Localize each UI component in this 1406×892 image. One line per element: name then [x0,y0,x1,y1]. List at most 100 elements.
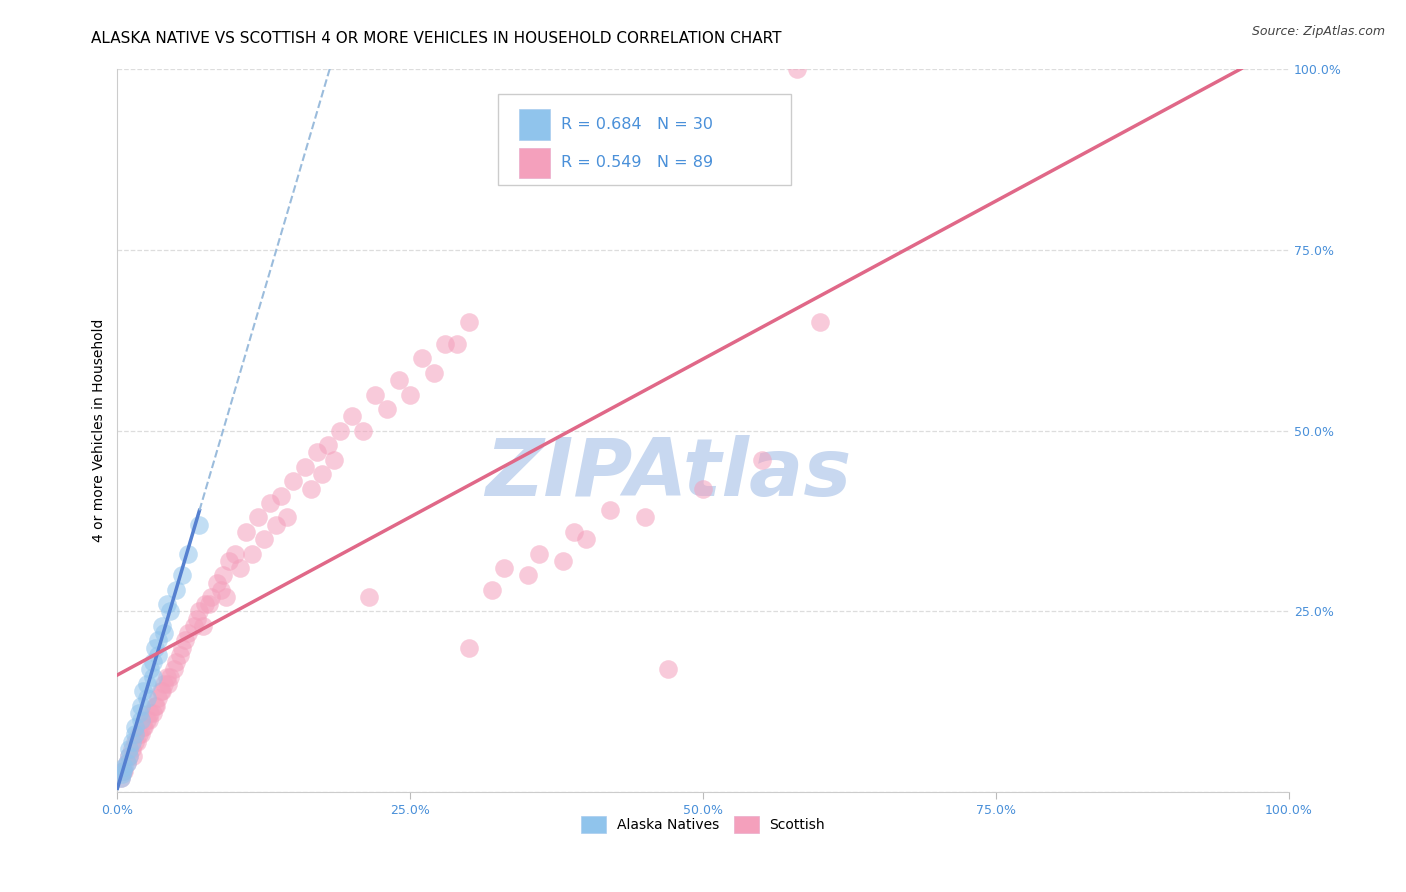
Point [127,734,149,748]
Point [786,62,808,76]
Point [165,582,187,597]
Point [276,510,298,524]
Point [323,452,346,467]
Point [318,438,340,452]
Point [657,662,679,676]
Point [494,561,516,575]
Point [128,706,150,720]
Point [305,445,328,459]
Point [529,547,551,561]
Point [388,373,411,387]
Point [411,351,433,366]
Point [270,489,292,503]
Point [139,706,162,720]
Point [364,387,387,401]
Point [177,626,200,640]
Point [150,684,173,698]
Text: ZIPAtlas: ZIPAtlas [485,435,851,513]
Point [132,720,155,734]
Point [110,771,132,785]
Point [142,706,165,720]
Point [174,633,197,648]
Point [458,315,481,329]
Point [150,619,173,633]
Point [139,662,162,676]
Point [159,669,181,683]
Point [156,597,179,611]
Point [118,742,141,756]
Point [153,626,176,640]
Point [340,409,363,424]
Point [191,619,214,633]
Point [128,727,150,741]
Point [148,633,170,648]
Point [143,640,166,655]
Point [183,619,205,633]
Point [253,532,276,546]
Point [118,749,141,764]
Point [135,691,157,706]
Point [458,640,481,655]
Point [188,605,211,619]
Point [156,677,179,691]
Point [212,568,235,582]
Point [575,532,598,546]
Point [194,597,217,611]
Text: Source: ZipAtlas.com: Source: ZipAtlas.com [1251,25,1385,38]
Point [311,467,333,481]
Point [359,590,381,604]
Point [634,510,657,524]
Point [169,648,191,662]
Point [149,684,172,698]
Point [329,424,352,438]
Point [434,337,457,351]
Point [215,590,238,604]
Point [165,655,187,669]
Point [205,575,228,590]
Point [129,727,152,741]
Point [121,734,143,748]
Point [516,568,538,582]
Point [115,756,138,771]
Point [114,764,136,778]
Text: ALASKA NATIVE VS SCOTTISH 4 OR MORE VEHICLES IN HOUSEHOLD CORRELATION CHART: ALASKA NATIVE VS SCOTTISH 4 OR MORE VEHI… [91,31,782,46]
Point [135,677,157,691]
Point [163,662,186,676]
Point [170,640,193,655]
Point [188,517,211,532]
Point [142,669,165,683]
Point [375,401,398,416]
Point [124,734,146,748]
Point [353,424,375,438]
Point [124,720,146,734]
Point [110,771,132,785]
Point [159,605,181,619]
Point [240,547,263,561]
Point [294,459,316,474]
Point [118,749,141,764]
Point [692,482,714,496]
Point [423,366,446,380]
Point [129,713,152,727]
Point [148,691,170,706]
Point [264,517,287,532]
Point [186,612,208,626]
Point [599,503,621,517]
Point [283,475,305,489]
Point [115,756,138,771]
FancyBboxPatch shape [519,110,550,140]
Point [112,764,135,778]
Text: R = 0.549   N = 89: R = 0.549 N = 89 [561,155,714,170]
Point [135,713,157,727]
Point [153,677,176,691]
Point [177,547,200,561]
Point [170,568,193,582]
Point [121,742,143,756]
Point [259,496,281,510]
Point [399,387,422,401]
Point [134,720,156,734]
FancyBboxPatch shape [519,148,550,178]
Point [124,727,146,741]
FancyBboxPatch shape [498,95,792,185]
Point [198,597,221,611]
